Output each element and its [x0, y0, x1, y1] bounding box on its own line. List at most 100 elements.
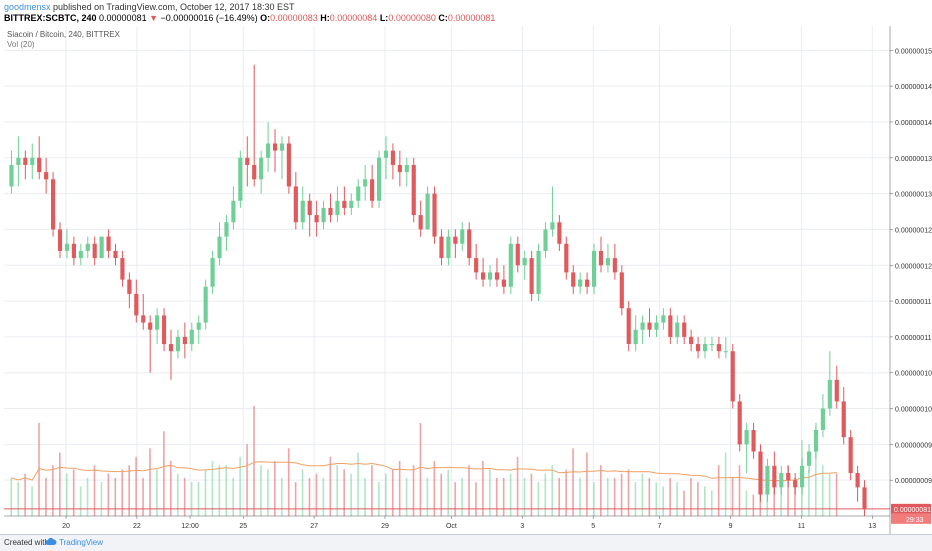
candle-body	[439, 236, 444, 259]
candle-body	[182, 336, 187, 345]
candle-body	[51, 179, 56, 230]
candle-body	[813, 430, 819, 452]
candle-body	[841, 401, 846, 438]
candle-body	[598, 250, 604, 266]
volume-bar	[648, 477, 651, 516]
candlestick-chart[interactable]: 0.00000015 0.00000014 0.00000014 0.00000013…	[0, 26, 932, 534]
volume-bar	[530, 473, 533, 516]
volume-bar	[267, 469, 269, 516]
candle-body	[168, 344, 174, 352]
volume-bar	[350, 473, 352, 516]
candle-body	[793, 480, 798, 488]
candle-body	[522, 258, 527, 266]
ohlc-line: BITTREX:SCBTC, 240 0.00000081 ▼ −0.00000…	[4, 13, 495, 23]
volume-bar	[704, 486, 706, 516]
x-tick-label: 7	[658, 523, 662, 530]
candle-body	[44, 172, 49, 180]
volume-bar	[426, 477, 429, 516]
author-link[interactable]: goodmensx	[4, 2, 51, 12]
candle-body	[675, 322, 680, 337]
candle-body	[730, 351, 735, 402]
volume-bar	[315, 473, 318, 516]
volume-bar	[620, 473, 623, 516]
volume-bar	[197, 482, 200, 516]
volume-bar	[773, 477, 775, 516]
candle-body	[314, 215, 319, 223]
volume-bar	[79, 486, 82, 516]
x-tick-label: 9	[729, 523, 733, 530]
volume-bar	[412, 465, 415, 516]
high-value: 0.00000084	[329, 13, 378, 23]
candle-body	[647, 322, 652, 330]
candle-body	[127, 279, 132, 294]
volume-bar	[169, 461, 172, 516]
candle-body	[800, 465, 805, 488]
symbol-label: BITTREX:SCBTC, 240	[4, 13, 97, 23]
price-axis: 0.00000015 0.00000014 0.00000014 0.00000013…	[889, 26, 932, 534]
y-tick-label: 0.00000010	[895, 371, 932, 378]
candle-body	[487, 272, 493, 280]
y-tick-label: 0.00000009	[895, 442, 932, 449]
volume-bar	[142, 477, 144, 516]
candle-body	[425, 193, 430, 230]
volume-bar	[211, 461, 214, 516]
volume-bar	[613, 477, 616, 516]
volume-bar	[676, 482, 678, 516]
candle-body	[557, 222, 562, 244]
footer-bar: Created with TradingView	[0, 534, 932, 551]
volume-bar	[440, 473, 443, 516]
candle-body	[134, 293, 139, 316]
chart-header: goodmensx published on TradingView.com, …	[0, 0, 932, 26]
close-label: C:	[438, 13, 448, 23]
candle-body	[390, 150, 395, 165]
candle-body	[578, 279, 583, 287]
volume-bar	[405, 477, 408, 516]
candle-body	[605, 258, 610, 266]
candle-body	[238, 157, 243, 201]
volume-bar	[239, 456, 241, 516]
candle-body	[245, 157, 250, 165]
volume-bar	[752, 494, 755, 516]
candle-body	[286, 143, 291, 187]
volume-bar	[558, 477, 560, 516]
volume-bar	[551, 465, 554, 516]
volume-bar	[31, 486, 33, 516]
candle-body	[155, 315, 160, 330]
candle-body	[460, 229, 465, 244]
candle-body	[356, 186, 361, 201]
candle-body	[501, 279, 506, 287]
last-price-label: 0.00000081	[894, 507, 931, 514]
volume-bar	[391, 469, 394, 516]
tradingview-link[interactable]: TradingView	[59, 538, 104, 547]
chart-area[interactable]: 0.00000015 0.00000014 0.00000014 0.00000013…	[0, 26, 932, 534]
volume-bar	[308, 477, 311, 516]
x-tick-label: 25	[239, 523, 247, 530]
volume-bar	[59, 452, 61, 516]
volume-bar	[204, 469, 207, 516]
candle-body	[744, 430, 749, 445]
volume-bar	[454, 482, 456, 516]
volume-bar	[225, 465, 228, 516]
candle-body	[529, 258, 534, 294]
x-tick-label: 12:00	[181, 523, 199, 530]
last-value: 0.00000081	[99, 13, 147, 23]
candle-body	[370, 179, 375, 201]
volume-bar	[287, 448, 290, 516]
candle-body	[474, 258, 479, 273]
volume-bar	[641, 473, 644, 516]
candle-body	[16, 157, 21, 165]
y-tick-label: 0.00000011	[895, 299, 932, 306]
publish-line: goodmensx published on TradingView.com, …	[4, 2, 295, 12]
y-tick-label: 0.00000012	[895, 263, 932, 270]
candle-body	[217, 236, 222, 259]
volume-bar	[523, 477, 526, 516]
volume-bar	[65, 473, 68, 516]
countdown-tag	[891, 513, 931, 524]
open-value: 0.00000083	[270, 13, 318, 23]
volume-ma-line	[11, 461, 837, 482]
volume-bar	[294, 482, 297, 516]
volume-bar	[537, 482, 540, 516]
volume-bar	[835, 473, 838, 516]
y-tick-label: 0.00000012	[895, 227, 932, 234]
candle-body	[453, 236, 458, 244]
